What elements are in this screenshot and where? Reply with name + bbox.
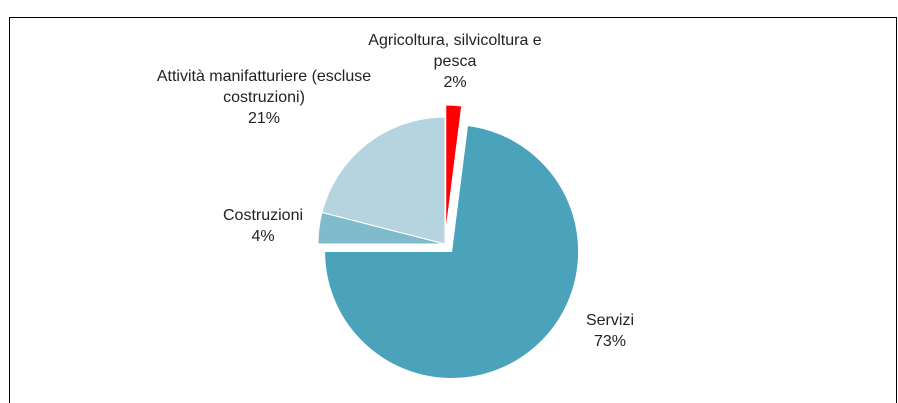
value-label: 21% xyxy=(247,110,281,127)
category-label: Servizi xyxy=(585,312,634,329)
pie-slice xyxy=(445,104,463,233)
slice-label: Attività manifatturiere (escluse costruz… xyxy=(149,66,379,129)
slice-label: Servizi 73% xyxy=(550,310,670,352)
pie-slice xyxy=(324,124,580,379)
frame xyxy=(9,17,897,403)
category-label: Costruzioni xyxy=(222,207,304,224)
value-label: 4% xyxy=(251,228,275,245)
category-label: Attività manifatturiere (escluse costruz… xyxy=(156,68,372,106)
slice-label: Costruzioni 4% xyxy=(198,205,328,247)
slice-label: Agricoltura, silvicoltura e pesca 2% xyxy=(355,30,555,93)
value-label: 73% xyxy=(593,333,627,350)
pie-slice xyxy=(321,116,446,245)
value-label: 2% xyxy=(443,74,467,91)
category-label: Agricoltura, silvicoltura e pesca xyxy=(368,32,542,70)
